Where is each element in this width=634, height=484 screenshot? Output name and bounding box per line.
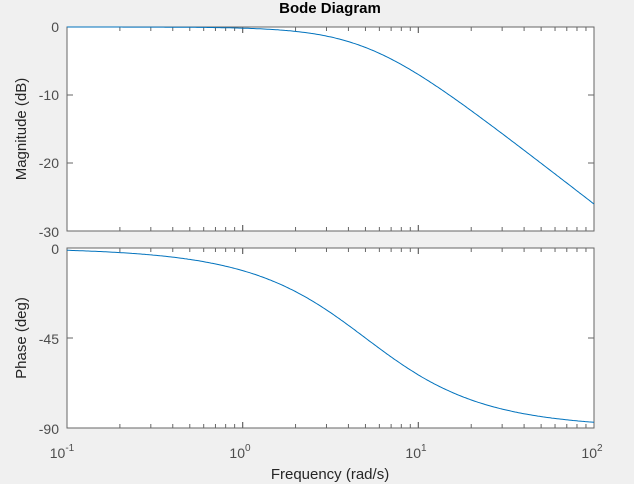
magnitude-x-ticks — [66, 27, 595, 231]
magnitude-axes: 0 -10 -20 -30 Magnitude (dB) — [13, 19, 595, 240]
magnitude-y-ticks — [67, 94, 594, 164]
phase-ytick-0: 0 — [51, 241, 59, 257]
mag-ytick-30: -30 — [39, 224, 59, 240]
xtick-label-0.1: 10-1 — [50, 443, 75, 461]
mag-ytick-20: -20 — [39, 155, 59, 171]
mag-ytick-10: -10 — [39, 87, 59, 103]
phase-ytick-45: -45 — [39, 331, 59, 347]
magnitude-ylabel: Magnitude (dB) — [13, 78, 30, 181]
phase-x-ticks — [66, 248, 595, 428]
phase-plot-area — [66, 247, 595, 429]
mag-ytick-0: 0 — [51, 19, 59, 35]
xtick-label-100: 102 — [581, 443, 603, 461]
magnitude-curve — [67, 26, 595, 205]
xtick-label-1: 100 — [229, 443, 251, 461]
magnitude-plot-area — [66, 26, 595, 232]
x-tick-labels: 10-1 100 101 102 — [50, 443, 603, 461]
chart-title: Bode Diagram — [279, 0, 381, 17]
x-axis-label: Frequency (rad/s) — [271, 466, 389, 483]
phase-ytick-90: -90 — [39, 421, 59, 437]
phase-axes: 0 -45 -90 Phase (deg) — [13, 241, 595, 437]
xtick-label-10: 101 — [405, 443, 427, 461]
phase-curve — [67, 249, 595, 423]
phase-ylabel: Phase (deg) — [13, 297, 30, 379]
